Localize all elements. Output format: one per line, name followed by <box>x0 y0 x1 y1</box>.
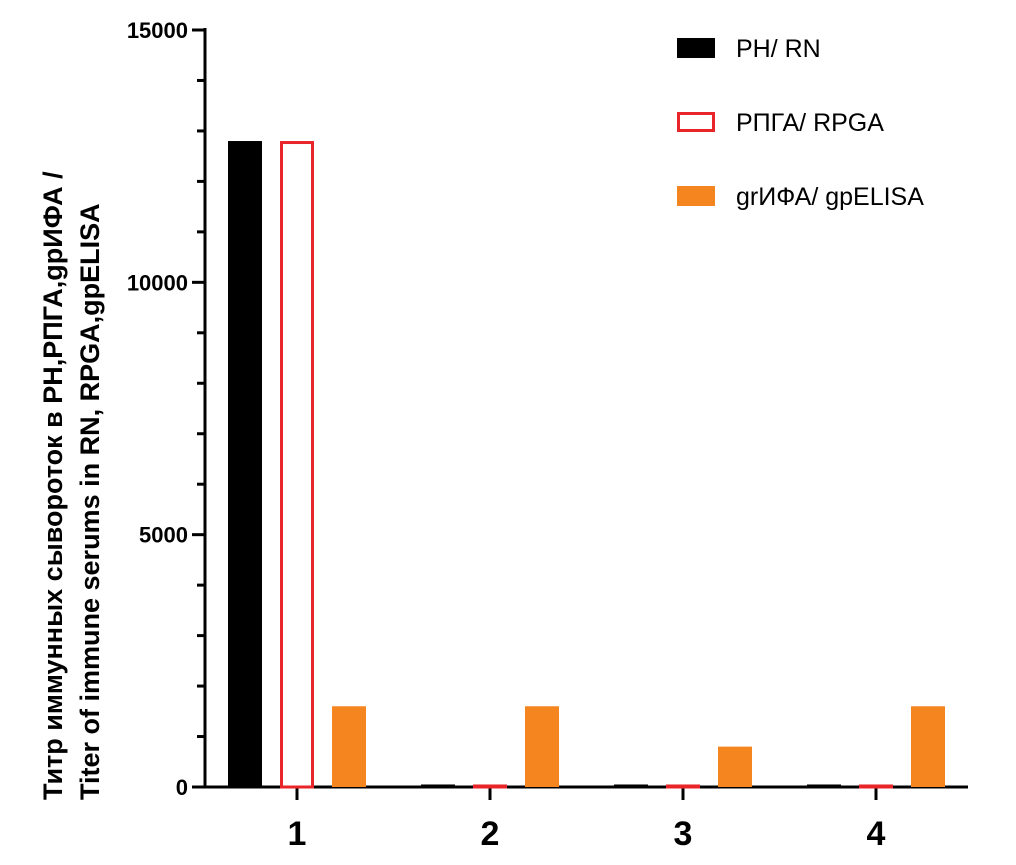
y-axis-title-line-2: Titer of immune serums in RN, RPGA,gpELI… <box>75 203 105 800</box>
y-tick-label: 10000 <box>127 270 188 295</box>
y-axis-title: Титр иммунных сывороток в РН,РПГА,gpИФА … <box>38 171 105 800</box>
bar-series-1-cat-3 <box>614 784 648 787</box>
y-axis: 0 5000 10000 15000 <box>127 18 207 800</box>
y-tick-label: 15000 <box>127 18 188 43</box>
x-tick-label: 2 <box>481 815 500 853</box>
legend-label-3: grИФА/ gpELISA <box>736 183 924 211</box>
legend-label-1: РН/ RN <box>736 35 821 63</box>
bar-series-3-cat-1 <box>332 706 366 787</box>
bar-series-2-cat-2 <box>473 784 507 789</box>
legend-swatch-3 <box>677 186 715 206</box>
bar-series-2-cat-4 <box>859 784 893 789</box>
legend-swatch-2 <box>677 112 715 132</box>
y-tick-label: 0 <box>176 775 188 800</box>
bar-series-3-cat-3 <box>718 746 752 787</box>
bar-series-3-cat-2 <box>525 706 559 787</box>
bar-series-1-cat-4 <box>807 784 841 787</box>
x-tick-label: 4 <box>867 815 886 853</box>
x-axis: 1 2 3 4 <box>203 785 968 853</box>
bar-series-3-cat-4 <box>911 706 945 787</box>
legend-swatch-1 <box>677 38 715 58</box>
bar-series-1-cat-2 <box>421 784 455 787</box>
bar-series-1-cat-1 <box>228 141 262 787</box>
legend-label-2: РПГА/ RPGA <box>736 109 884 137</box>
bar-series-2-cat-1 <box>280 141 314 789</box>
bars <box>228 141 945 789</box>
bar-series-2-cat-3 <box>666 784 700 789</box>
y-tick-label: 5000 <box>139 523 188 548</box>
x-tick-label: 3 <box>674 815 693 853</box>
legend: РН/ RN РПГА/ RPGA grИФА/ gpELISA <box>677 35 924 211</box>
x-tick-label: 1 <box>288 815 307 853</box>
y-axis-title-line-1: Титр иммунных сывороток в РН,РПГА,gpИФА … <box>38 171 68 800</box>
